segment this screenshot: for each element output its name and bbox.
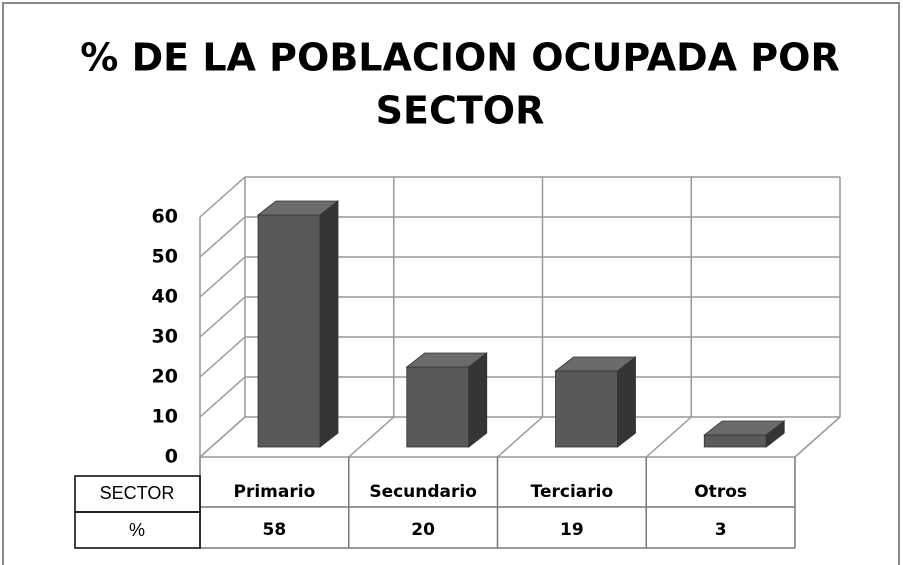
grid-line [199, 216, 246, 258]
floor-divider [794, 416, 841, 458]
chart-title: SECTOR [376, 89, 545, 133]
grid-line [199, 296, 246, 338]
grid-line [199, 176, 246, 218]
y-tick-label: 20 [152, 366, 178, 388]
bar-front [406, 366, 470, 448]
table-value: 3 [715, 520, 727, 540]
x-tick-label: Terciario [531, 482, 614, 502]
bar-top [256, 200, 340, 216]
bar-top [703, 420, 786, 436]
floor-divider [645, 416, 692, 458]
table-row-label: % [129, 520, 145, 540]
floor-divider [497, 416, 543, 458]
table-value: 20 [411, 520, 435, 540]
bar-side [617, 356, 636, 448]
y-tick-label: 60 [152, 206, 178, 228]
y-tick-label: 50 [152, 246, 178, 268]
chart-title: % DE LA POBLACION OCUPADA POR [80, 36, 839, 80]
y-tick-label: 0 [165, 446, 178, 468]
grid-line [199, 336, 246, 378]
bar-front [257, 214, 321, 448]
bar-top [405, 352, 488, 368]
floor-divider [348, 416, 395, 458]
grid-line [199, 416, 246, 458]
bar-front [555, 370, 618, 448]
table-row-label: SECTOR [100, 483, 175, 503]
y-tick-label: 30 [152, 326, 178, 348]
table-value: 58 [263, 520, 287, 540]
bar-top [554, 356, 637, 372]
grid-line [199, 376, 246, 418]
table-value: 19 [560, 520, 584, 540]
x-tick-label: Otros [694, 482, 747, 502]
bar-side [319, 200, 339, 448]
bar-side [468, 352, 488, 448]
y-tick-label: 10 [152, 406, 178, 428]
y-tick-label: 40 [152, 286, 178, 308]
table-header-cell [74, 511, 201, 549]
grid-line [199, 256, 246, 298]
bar-front [703, 434, 767, 448]
x-tick-label: Primario [234, 482, 316, 502]
x-tick-label: Secundario [369, 482, 477, 502]
